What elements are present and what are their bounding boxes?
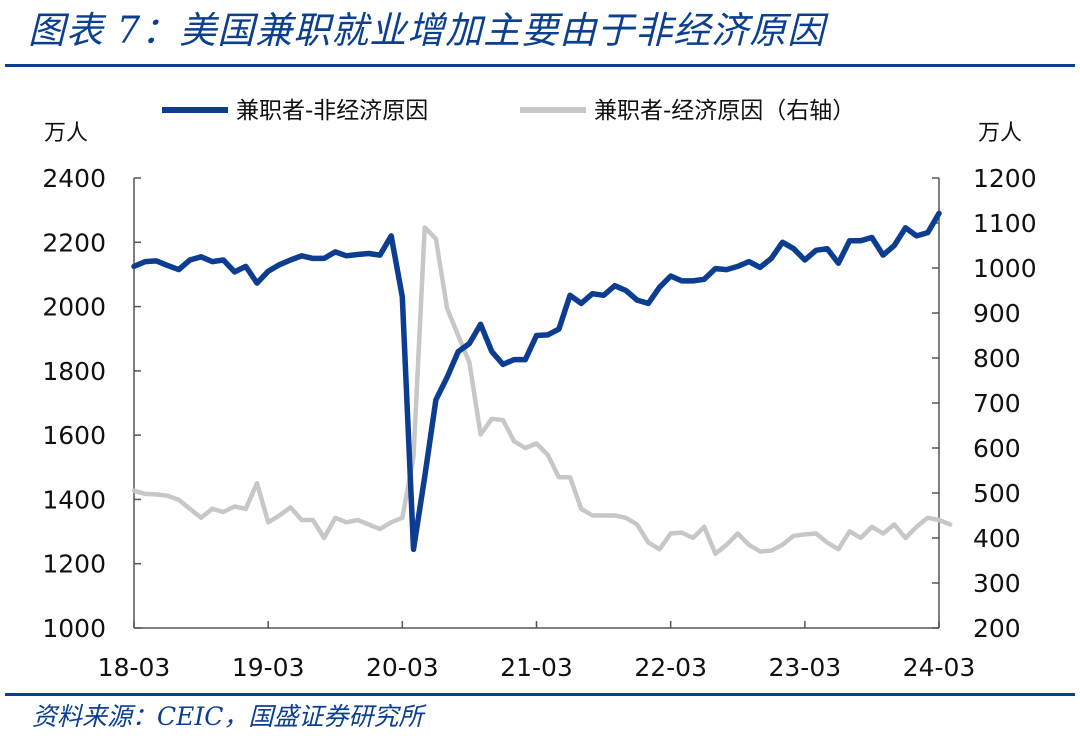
left-tick-label: 1800 bbox=[42, 357, 106, 386]
x-tick-label: 20-03 bbox=[366, 653, 439, 682]
right-tick-label: 1000 bbox=[973, 254, 1037, 283]
right-tick-label: 300 bbox=[973, 569, 1021, 598]
right-tick-label: 1200 bbox=[973, 164, 1037, 193]
series-line-econ bbox=[131, 225, 953, 557]
left-tick-label: 2000 bbox=[42, 293, 106, 322]
chart-svg: 兼职者-非经济原因 兼职者-经济原因（右轴） 万人 万人 1000 1200 140… bbox=[42, 98, 1036, 682]
right-tick-label: 600 bbox=[973, 434, 1021, 463]
legend-label-econ: 兼职者-经济原因（右轴） bbox=[594, 98, 855, 124]
left-tick-label: 1000 bbox=[42, 614, 106, 643]
right-tick-label: 900 bbox=[973, 299, 1021, 328]
left-tick-label: 1200 bbox=[42, 550, 106, 579]
right-tick-label: 800 bbox=[973, 344, 1021, 373]
legend: 兼职者-非经济原因 兼职者-经济原因（右轴） bbox=[162, 98, 855, 124]
right-tick-label: 1100 bbox=[973, 209, 1037, 238]
x-tick-label: 24-03 bbox=[903, 653, 976, 682]
right-tick-label: 400 bbox=[973, 524, 1021, 553]
left-tick-label: 2200 bbox=[42, 228, 106, 257]
legend-label-nonecon: 兼职者-非经济原因 bbox=[236, 98, 428, 124]
x-tick-label: 21-03 bbox=[500, 653, 573, 682]
figure-title: 图表 7：美国兼职就业增加主要由于非经济原因 bbox=[28, 9, 826, 52]
x-tick-label: 23-03 bbox=[769, 653, 842, 682]
right-tick-label: 700 bbox=[973, 389, 1021, 418]
source-note: 资料来源：CEIC，国盛证券研究所 bbox=[32, 702, 424, 731]
left-tick-label: 1400 bbox=[42, 485, 106, 514]
left-axis-unit: 万人 bbox=[44, 121, 88, 146]
x-tick-label: 19-03 bbox=[232, 653, 305, 682]
right-axis-unit: 万人 bbox=[978, 121, 1022, 146]
right-tick-label: 200 bbox=[973, 614, 1021, 643]
left-tick-label: 1600 bbox=[42, 421, 106, 450]
title-rule bbox=[5, 64, 1075, 67]
x-tick-label: 22-03 bbox=[634, 653, 707, 682]
right-tick-label: 500 bbox=[973, 479, 1021, 508]
axes: 1000 1200 1400 1600 1800 2000 2200 2400 200 300 40… bbox=[42, 164, 1036, 682]
x-tick-label: 18-03 bbox=[98, 653, 171, 682]
series-line-nonecon bbox=[131, 210, 942, 553]
left-tick-label: 2400 bbox=[42, 164, 106, 193]
source-rule bbox=[5, 693, 1075, 696]
series-layer bbox=[131, 210, 953, 557]
